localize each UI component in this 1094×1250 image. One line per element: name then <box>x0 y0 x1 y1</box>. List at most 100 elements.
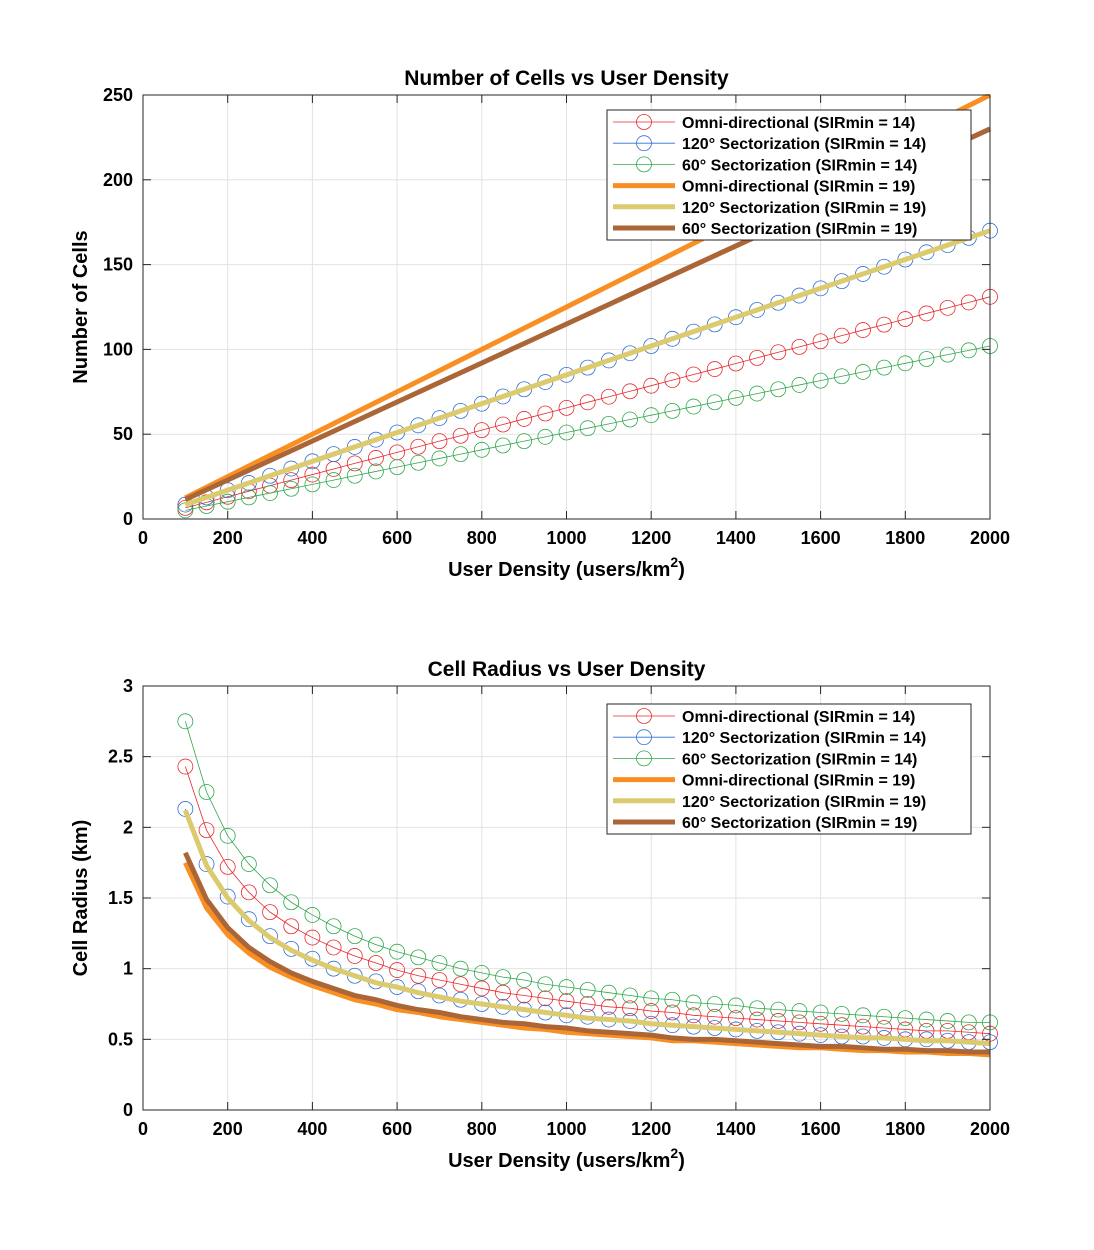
data-point <box>770 1013 787 1029</box>
data-point <box>706 1008 723 1025</box>
legend-marker <box>636 135 652 152</box>
y-tick-label: 50 <box>113 424 133 444</box>
radius-chart: 0 200 400 600 800 1000 1200 1400 1600 1800 2000 0 0.… <box>70 658 1010 1172</box>
data-point <box>579 996 596 1012</box>
data-point <box>812 333 829 350</box>
x-tick-label: 1400 <box>716 528 756 548</box>
data-point <box>685 1007 702 1024</box>
data-point <box>791 338 808 355</box>
data-point <box>876 1008 893 1025</box>
data-point <box>473 441 490 458</box>
x-tick-label: 2000 <box>970 1119 1010 1139</box>
data-point <box>918 351 935 367</box>
data-point <box>791 1014 808 1031</box>
data-point <box>558 400 575 416</box>
data-point <box>600 998 617 1015</box>
legend-label: 60° Sectorization (SIRmin = 14) <box>682 157 917 174</box>
data-point <box>240 911 257 928</box>
data-point <box>897 311 914 327</box>
series-line-5 <box>183 851 990 1055</box>
x-tick-label: 1600 <box>801 528 841 548</box>
data-point <box>728 1010 744 1027</box>
data-point <box>304 929 321 946</box>
data-point <box>537 405 554 422</box>
legend-label: 60° Sectorization (SIRmin = 14) <box>682 751 917 768</box>
data-point <box>177 758 194 775</box>
x-tick-label: 800 <box>467 528 497 548</box>
data-point <box>939 346 956 363</box>
series-group <box>177 94 998 519</box>
data-point <box>346 948 363 964</box>
x-axis-label: User Density (users/km2) <box>448 1145 685 1172</box>
data-point <box>685 366 702 383</box>
cells-chart: 0 200 400 600 800 1000 1200 1400 1600 1800 2000 0 50… <box>70 67 1010 581</box>
data-point <box>558 979 575 995</box>
x-axis-label-sup: 2 <box>670 554 678 570</box>
data-point <box>579 981 596 998</box>
data-point <box>198 822 215 839</box>
legend-label: 60° Sectorization (SIRmin = 19) <box>682 815 917 832</box>
data-point <box>473 965 490 981</box>
data-point <box>706 996 723 1012</box>
x-tick-label: 600 <box>382 528 412 548</box>
data-point <box>812 372 829 389</box>
y-tick-label: 1 <box>123 959 133 979</box>
data-point <box>325 472 342 488</box>
data-point <box>664 372 681 388</box>
x-tick-label: 1800 <box>885 528 925 548</box>
x-tick-label: 1800 <box>885 1119 925 1139</box>
data-point <box>855 322 871 338</box>
data-point <box>431 955 448 971</box>
data-point <box>770 381 787 398</box>
legend-marker <box>636 156 652 173</box>
data-point <box>855 364 871 380</box>
data-point <box>262 877 278 894</box>
data-point <box>219 493 236 510</box>
data-point <box>516 972 533 988</box>
data-point <box>495 416 511 433</box>
data-point <box>579 394 596 411</box>
data-point <box>283 918 300 935</box>
data-point <box>368 463 384 480</box>
data-point <box>240 884 257 901</box>
x-tick-label: 1600 <box>801 1119 841 1139</box>
data-point <box>473 980 490 997</box>
data-point <box>219 827 236 844</box>
data-point <box>304 466 321 483</box>
data-point <box>452 446 469 463</box>
data-point <box>262 928 278 945</box>
data-point <box>198 784 215 800</box>
data-point <box>622 1000 638 1017</box>
data-point <box>812 1004 829 1021</box>
legend-marker <box>636 708 652 724</box>
data-point <box>410 454 427 471</box>
legend-label: Omni-directional (SIRmin = 14) <box>682 709 915 726</box>
data-point <box>918 1011 935 1028</box>
series-line-4 <box>183 809 991 1047</box>
legend-label: 120° Sectorization (SIRmin = 19) <box>682 200 926 217</box>
data-point <box>452 976 469 993</box>
data-point <box>262 904 278 921</box>
y-tick-label: 0.5 <box>108 1029 133 1049</box>
data-point <box>833 368 850 385</box>
data-point <box>876 359 893 376</box>
data-point <box>685 994 702 1011</box>
data-point <box>579 420 596 437</box>
data-point <box>728 997 744 1014</box>
data-point <box>325 918 342 935</box>
series-line-4 <box>184 228 991 507</box>
data-point <box>325 939 342 956</box>
data-point <box>749 349 765 366</box>
data-point <box>389 459 406 476</box>
data-point <box>728 355 744 372</box>
data-point <box>410 949 427 966</box>
data-point <box>219 888 236 905</box>
chart-title: Cell Radius vs User Density <box>428 658 706 681</box>
legend-label: 60° Sectorization (SIRmin = 19) <box>682 221 917 238</box>
data-point <box>833 1017 850 1034</box>
x-tick-label: 0 <box>138 1119 148 1139</box>
data-point <box>410 967 427 984</box>
data-point <box>516 411 533 427</box>
data-point <box>600 984 617 1001</box>
series-line-3 <box>183 861 991 1058</box>
